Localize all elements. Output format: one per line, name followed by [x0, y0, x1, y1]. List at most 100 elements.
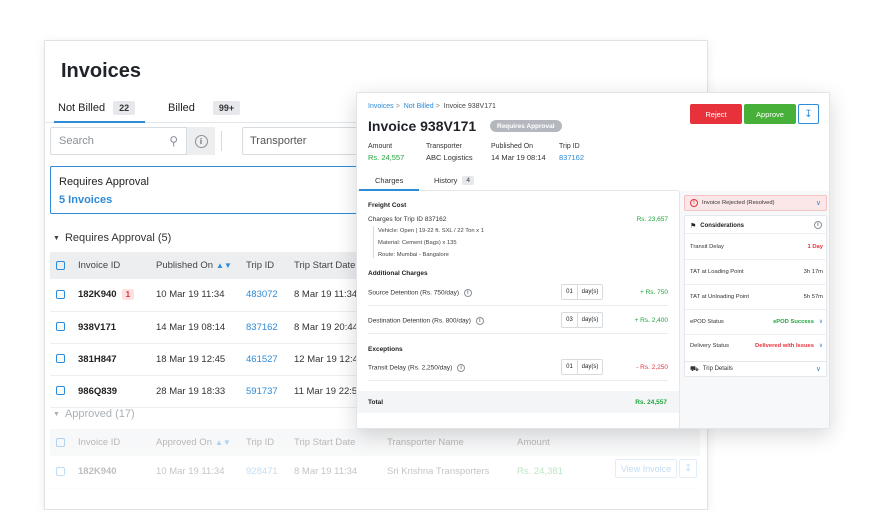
- download-button[interactable]: ↧: [798, 104, 819, 124]
- page-title: Invoices: [61, 60, 142, 82]
- table-row[interactable]: 938V171 14 Mar 19 08:14 837162 8 Mar 19 20:…: [50, 311, 370, 344]
- approve-button[interactable]: Approve: [744, 104, 796, 124]
- trip-id-link[interactable]: 837162: [559, 153, 585, 162]
- tab-billed[interactable]: Billed 99+: [168, 101, 241, 115]
- chevron-down-icon[interactable]: ∨: [818, 319, 823, 325]
- divider: [685, 233, 826, 234]
- trip-id-link[interactable]: 483072: [240, 279, 288, 312]
- search-info-button[interactable]: i: [186, 127, 215, 155]
- tab-charges[interactable]: Charges: [358, 176, 420, 191]
- days-stepper[interactable]: 03 day(s): [561, 312, 603, 328]
- days-value[interactable]: 01: [562, 360, 578, 374]
- row-checkbox[interactable]: [56, 322, 65, 332]
- detail-tabs: Charges History 4: [357, 171, 679, 191]
- reject-button[interactable]: Reject: [690, 104, 742, 124]
- row-label: TAT at Loading Point: [690, 269, 744, 275]
- select-all-checkbox[interactable]: [56, 437, 65, 447]
- consideration-row: TAT at Unloading Point 5h 57m: [690, 294, 823, 300]
- breadcrumb: Invoices > Not Billed > Invoice 938V171: [368, 103, 496, 110]
- sort-icon[interactable]: ▲▼: [216, 261, 232, 270]
- row-checkbox[interactable]: [56, 290, 65, 300]
- info-icon[interactable]: i: [475, 317, 484, 325]
- consideration-row[interactable]: ePOD Status ePOD Success ∨: [690, 319, 823, 325]
- breadcrumb-invoices[interactable]: Invoices: [368, 103, 394, 110]
- section-requires-approval[interactable]: ▼ Requires Approval (5): [53, 232, 171, 244]
- select-all-checkbox[interactable]: [56, 260, 65, 270]
- column-header[interactable]: Published On ▲▼: [150, 252, 240, 279]
- meta-label: Amount: [368, 143, 393, 150]
- column-header[interactable]: Approved On ▲▼: [150, 429, 240, 456]
- info-icon[interactable]: i: [463, 289, 472, 297]
- invoice-id-cell: 381H847: [72, 343, 150, 376]
- invoice-id: 182K940: [72, 456, 150, 489]
- divider: [221, 131, 222, 151]
- published-on: 28 Mar 19 18:33: [150, 375, 240, 408]
- invoice-id-cell: 986Q839: [72, 375, 150, 408]
- column-header: Invoice ID: [72, 429, 150, 456]
- trip-details-toggle[interactable]: ⛟ Trip Details ∨: [684, 361, 827, 377]
- table-row[interactable]: 182K940 1 10 Mar 19 11:34 483072 8 Mar 19 11…: [50, 279, 370, 312]
- tab-history[interactable]: History 4: [434, 176, 474, 185]
- divider: [373, 226, 374, 258]
- table-row[interactable]: 182K940 10 Mar 19 11:34 928471 8 Mar 19 …: [50, 456, 700, 489]
- considerations-info[interactable]: i: [814, 221, 822, 229]
- row-value: 5h 57m: [803, 294, 823, 300]
- row-checkbox[interactable]: [56, 467, 65, 477]
- row-label: Delivery Status: [690, 343, 729, 349]
- meta-amount: Amount Rs. 24,557: [368, 143, 404, 162]
- invoice-id: 986Q839: [78, 385, 118, 397]
- charge-amount: + Rs. 750: [639, 289, 668, 296]
- transporter-name: Sri Krishna Transporters: [381, 456, 511, 489]
- flag-icon: ⚑: [690, 223, 697, 230]
- requires-approval-card[interactable]: Requires Approval 5 Invoices: [50, 166, 370, 214]
- sort-icon[interactable]: ▲▼: [214, 438, 231, 447]
- exception-row: Transit Delay (Rs. 2,250/day) i - Rs. 2,…: [368, 364, 668, 372]
- charges-section: Freight Cost Charges for Trip ID 837162 …: [357, 192, 679, 428]
- tab-label: Not Billed: [58, 102, 106, 114]
- charge-amount: + Rs. 2,400: [634, 317, 668, 324]
- search-input[interactable]: [59, 135, 179, 147]
- charge-row: Destination Detention (Rs. 800/day) i + …: [368, 317, 668, 325]
- table-row[interactable]: 986Q839 28 Mar 19 18:33 591737 11 Mar 19 22…: [50, 375, 370, 408]
- days-value[interactable]: 03: [562, 313, 578, 327]
- invoice-id: 381H847: [78, 353, 117, 365]
- days-unit: day(s): [581, 289, 599, 295]
- days-stepper[interactable]: 01 day(s): [561, 359, 603, 375]
- tab-label: History: [434, 176, 458, 185]
- consideration-row[interactable]: Delivery Status Delivered with Issues ∨: [690, 343, 823, 349]
- column-header: Trip Start Date: [288, 429, 381, 456]
- tab-not-billed[interactable]: Not Billed 22: [53, 101, 146, 123]
- tab-count: 22: [113, 101, 136, 115]
- freight-label: Charges for Trip ID 837162: [368, 216, 447, 223]
- meta-value: Rs. 24,557: [368, 153, 405, 162]
- search-icon[interactable]: ⚲: [169, 134, 178, 148]
- chevron-down-icon: ∨: [815, 366, 821, 373]
- view-invoice-button[interactable]: View Invoice: [615, 459, 677, 478]
- row-checkbox[interactable]: [56, 354, 65, 364]
- rejection-banner[interactable]: ! Invoice Rejected (Resolved) ∨: [684, 195, 827, 211]
- table-row[interactable]: 381H847 18 Mar 19 12:45 461527 12 Mar 19 12…: [50, 343, 370, 376]
- card-link[interactable]: 5 Invoices: [59, 194, 113, 206]
- tab-count: 99+: [212, 101, 241, 115]
- download-icon[interactable]: ↧: [679, 459, 697, 478]
- trip-id-link[interactable]: 591737: [240, 375, 288, 408]
- invoice-id: 182K940: [78, 289, 117, 301]
- invoice-id-cell: 182K940 1: [72, 279, 150, 312]
- row-checkbox[interactable]: [56, 386, 65, 396]
- days-unit: day(s): [581, 364, 599, 370]
- breadcrumb-not-billed[interactable]: Not Billed: [403, 103, 434, 110]
- chevron-down-icon[interactable]: ∨: [818, 343, 823, 349]
- days-value[interactable]: 01: [562, 285, 578, 299]
- section-label: Approved (17): [64, 408, 135, 420]
- caret-down-icon: ▼: [53, 234, 60, 242]
- trip-id-link[interactable]: 461527: [240, 343, 288, 376]
- tab-count: 4: [462, 176, 474, 185]
- section-approved[interactable]: ▼ Approved (17): [53, 408, 135, 420]
- trip-id-link[interactable]: 837162: [240, 311, 288, 344]
- info-icon[interactable]: i: [457, 364, 466, 372]
- meta-trip-id: Trip ID 837162: [559, 143, 584, 162]
- days-stepper[interactable]: 01 day(s): [561, 284, 603, 300]
- published-on: 10 Mar 19 11:34: [150, 279, 240, 312]
- trip-id-link[interactable]: 928471: [240, 456, 288, 489]
- truck-icon: ⛟: [690, 365, 699, 373]
